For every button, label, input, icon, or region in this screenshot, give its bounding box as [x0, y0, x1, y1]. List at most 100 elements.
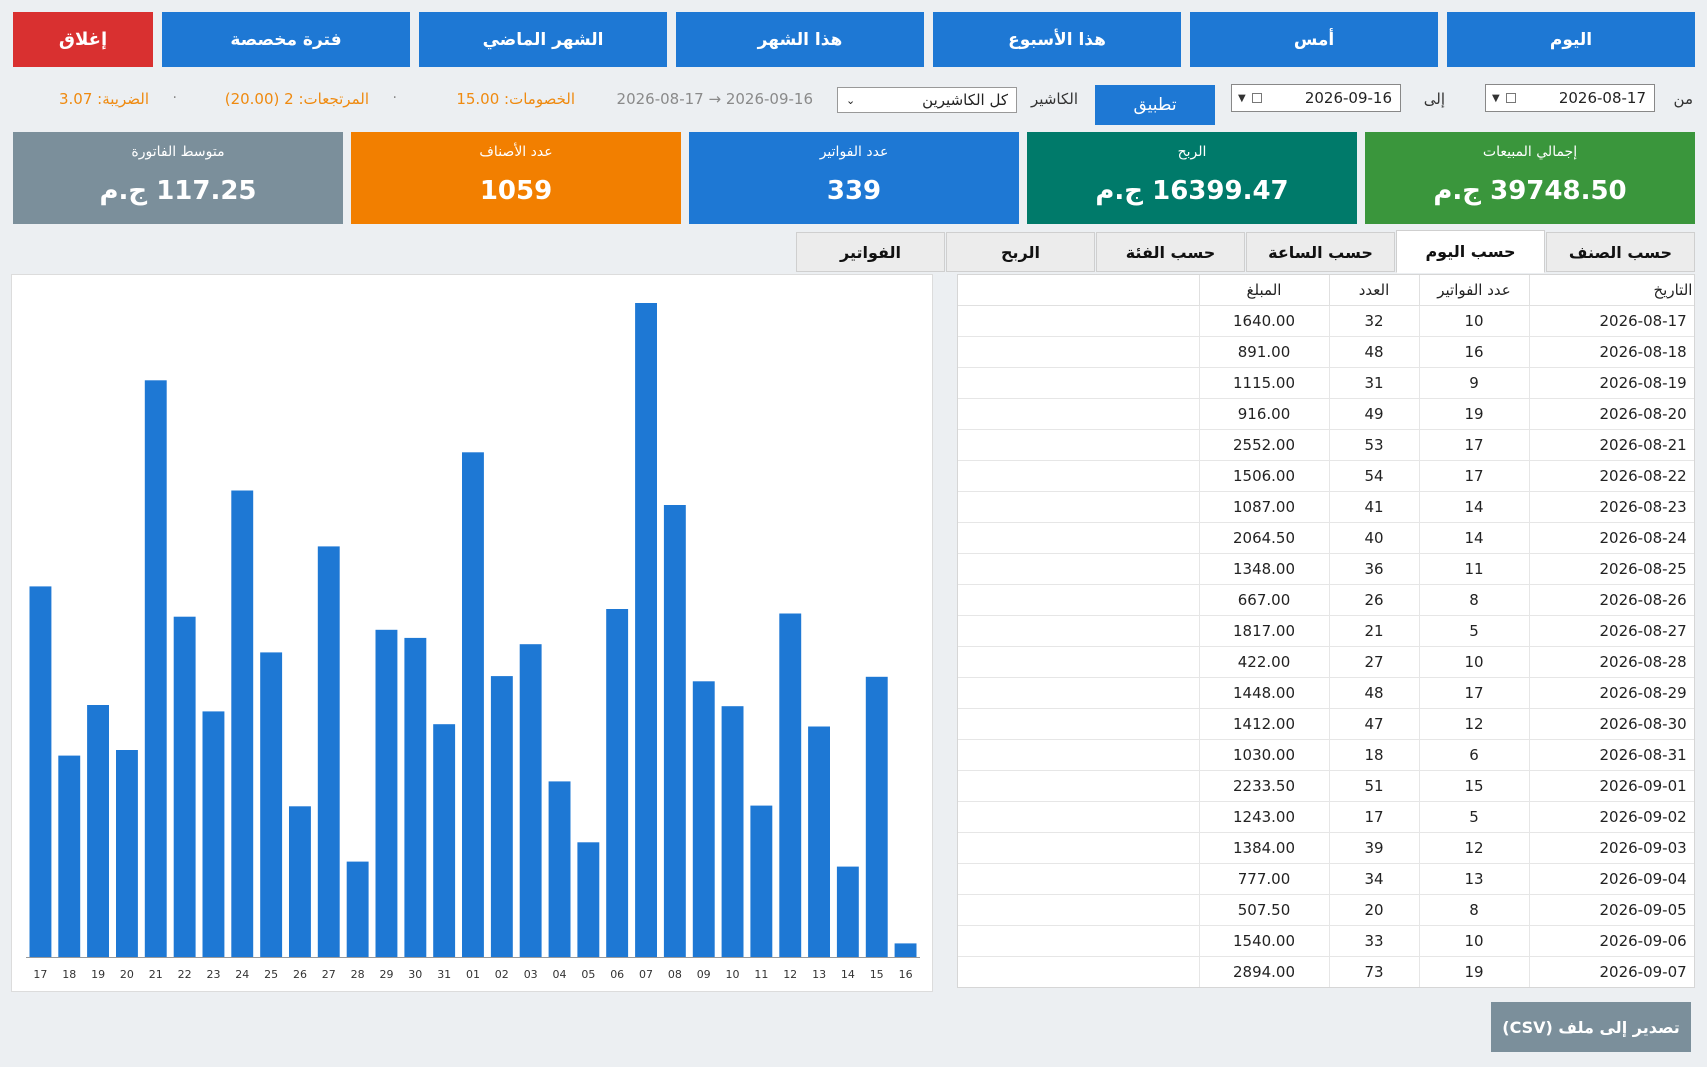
table-row[interactable]: 2026-08-29 17 48 1448.00 [958, 677, 1694, 709]
table-row[interactable]: 2026-08-31 6 18 1030.00 [958, 739, 1694, 771]
table-row[interactable]: 2026-08-24 14 40 2064.50 [958, 522, 1694, 554]
cell-date: 2026-08-28 [1528, 646, 1694, 678]
table-row[interactable]: 2026-09-04 13 34 777.00 [958, 863, 1694, 895]
cell-filler [958, 584, 1199, 616]
card-title: عدد الأصناف [479, 144, 553, 160]
table-row[interactable]: 2026-08-21 17 53 2552.00 [958, 429, 1694, 461]
x-tick-label: 05 [581, 968, 595, 981]
to-date-picker[interactable]: ▼ 2026-09-16 [1231, 84, 1401, 112]
x-tick-label: 24 [235, 968, 249, 981]
cell-invoices: 8 [1418, 894, 1529, 926]
cell-filler [958, 522, 1199, 554]
tab-by-item[interactable]: حسب الصنف [1546, 232, 1695, 272]
dropdown-arrow-icon: ▼ [1238, 92, 1246, 104]
table-row[interactable]: 2026-09-03 12 39 1384.00 [958, 832, 1694, 864]
table-row[interactable]: 2026-08-28 10 27 422.00 [958, 646, 1694, 678]
cell-amount: 1348.00 [1198, 553, 1329, 585]
close-button[interactable]: إغلاق [13, 12, 153, 67]
table-row[interactable]: 2026-09-02 5 17 1243.00 [958, 801, 1694, 833]
table-row[interactable]: 2026-08-17 10 32 1640.00 [958, 305, 1694, 337]
from-date-picker[interactable]: ▼ 2026-08-17 [1485, 84, 1655, 112]
cell-date: 2026-08-30 [1528, 708, 1694, 740]
cell-invoices: 9 [1418, 367, 1529, 399]
cell-count: 33 [1328, 925, 1419, 957]
table-row[interactable]: 2026-09-01 15 51 2233.50 [958, 770, 1694, 802]
stat-cards: إجمالي المبيعات 39748.50 ج.م الربح 16399… [12, 132, 1695, 224]
yesterday-button[interactable]: أمس [1190, 12, 1438, 67]
table-row[interactable]: 2026-08-19 9 31 1115.00 [958, 367, 1694, 399]
cell-date: 2026-08-31 [1528, 739, 1694, 771]
header-amount[interactable]: المبلغ [1198, 275, 1329, 306]
cell-count: 39 [1328, 832, 1419, 864]
cell-invoices: 12 [1418, 832, 1529, 864]
cell-amount: 1817.00 [1198, 615, 1329, 647]
chart-bar [144, 380, 167, 957]
cell-count: 36 [1328, 553, 1419, 585]
today-button[interactable]: اليوم [1447, 12, 1695, 67]
header-count[interactable]: العدد [1328, 275, 1419, 306]
cell-count: 48 [1328, 677, 1419, 709]
cell-filler [958, 646, 1199, 678]
card-title: إجمالي المبيعات [1482, 144, 1578, 160]
apply-button[interactable]: تطبيق [1095, 85, 1215, 125]
cell-invoices: 13 [1418, 863, 1529, 895]
cell-filler [958, 553, 1199, 585]
custom-period-button[interactable]: فترة مخصصة [162, 12, 410, 67]
header-invoices[interactable]: عدد الفواتير [1418, 275, 1529, 306]
table-header-row: التاريخ عدد الفواتير العدد المبلغ [958, 275, 1694, 306]
this-week-button[interactable]: هذا الأسبوع [933, 12, 1181, 67]
chart-bar [721, 706, 744, 957]
cell-filler [958, 336, 1199, 368]
x-tick-label: 30 [408, 968, 422, 981]
table-row[interactable]: 2026-08-26 8 26 667.00 [958, 584, 1694, 616]
table-row[interactable]: 2026-08-25 11 36 1348.00 [958, 553, 1694, 585]
cashier-select[interactable]: كل الكاشيرين ⌄ [837, 87, 1017, 113]
tab-profit[interactable]: الربح [946, 232, 1095, 272]
tab-invoices[interactable]: الفواتير [796, 232, 945, 272]
cell-filler [958, 677, 1199, 709]
x-tick-label: 13 [812, 968, 826, 981]
cell-count: 18 [1328, 739, 1419, 771]
x-tick-label: 18 [62, 968, 76, 981]
table-row[interactable]: 2026-08-23 14 41 1087.00 [958, 491, 1694, 523]
cell-date: 2026-08-20 [1528, 398, 1694, 430]
tab-by-day[interactable]: حسب اليوم [1396, 230, 1545, 273]
chart-bar [663, 505, 686, 957]
table-row[interactable]: 2026-09-07 19 73 2894.00 [958, 956, 1694, 987]
cell-date: 2026-08-18 [1528, 336, 1694, 368]
tab-by-hour[interactable]: حسب الساعة [1246, 232, 1395, 272]
to-label: إلى [1423, 90, 1445, 108]
cell-count: 27 [1328, 646, 1419, 678]
report-tabs: حسب الصنف حسب اليوم حسب الساعة حسب الفئة… [796, 230, 1695, 273]
bar-chart-svg: 17 18 19 20 21 22 23 24 25 26 27 28 29 30 31 01 02 03 04 05… [26, 303, 920, 981]
chart-bar [635, 303, 657, 957]
chart-bar [750, 805, 773, 957]
cell-count: 40 [1328, 522, 1419, 554]
table-row[interactable]: 2026-08-20 19 49 916.00 [958, 398, 1694, 430]
cell-date: 2026-08-21 [1528, 429, 1694, 461]
x-tick-label: 08 [668, 968, 682, 981]
table-row[interactable]: 2026-09-06 10 33 1540.00 [958, 925, 1694, 957]
cell-date: 2026-09-05 [1528, 894, 1694, 926]
last-month-button[interactable]: الشهر الماضي [419, 12, 667, 67]
this-month-button[interactable]: هذا الشهر [676, 12, 924, 67]
cell-invoices: 19 [1418, 956, 1529, 987]
x-tick-label: 11 [754, 968, 768, 981]
table-row[interactable]: 2026-08-18 16 48 891.00 [958, 336, 1694, 368]
table-row[interactable]: 2026-08-22 17 54 1506.00 [958, 460, 1694, 492]
table-row[interactable]: 2026-09-05 8 20 507.50 [958, 894, 1694, 926]
cell-filler [958, 832, 1199, 864]
avg-invoice-card: متوسط الفاتورة 117.25 ج.م [13, 132, 343, 224]
export-csv-button[interactable]: تصدير إلى ملف (CSV) [1491, 1002, 1691, 1052]
x-tick-label: 01 [466, 968, 480, 981]
tab-by-category[interactable]: حسب الفئة [1096, 232, 1245, 272]
cell-invoices: 10 [1418, 646, 1529, 678]
cell-filler [958, 863, 1199, 895]
cell-count: 53 [1328, 429, 1419, 461]
cell-count: 51 [1328, 770, 1419, 802]
table-row[interactable]: 2026-08-27 5 21 1817.00 [958, 615, 1694, 647]
table-row[interactable]: 2026-08-30 12 47 1412.00 [958, 708, 1694, 740]
header-date[interactable]: التاريخ [1528, 275, 1694, 306]
daily-table[interactable]: التاريخ عدد الفواتير العدد المبلغ 2026-0… [957, 274, 1695, 988]
cell-amount: 2064.50 [1198, 522, 1329, 554]
